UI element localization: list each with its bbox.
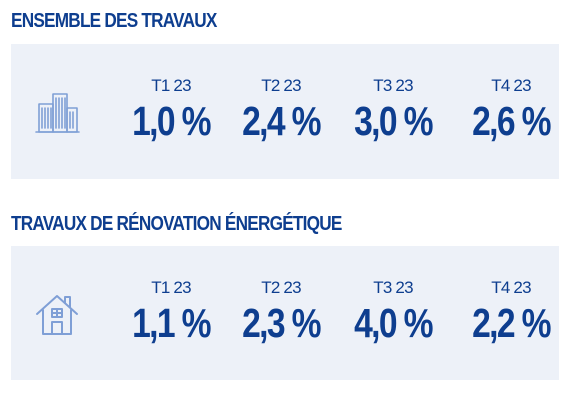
stat-label: T3 23 — [373, 278, 413, 297]
stat-label: T1 23 — [151, 278, 191, 297]
section-title-energy-renovation: TRAVAUX DE RÉNOVATION ÉNERGÉTIQUE — [11, 213, 342, 235]
stat-t2: T2 23 2,3 % — [221, 278, 341, 346]
stat-value: 2,6 % — [472, 98, 551, 144]
stat-label: T2 23 — [261, 76, 301, 95]
stat-label: T1 23 — [151, 76, 191, 95]
stat-value: 2,2 % — [472, 300, 551, 346]
stat-value: 3,0 % — [354, 98, 433, 144]
stat-value: 2,3 % — [242, 300, 321, 346]
stat-value: 1,1 % — [132, 300, 211, 346]
stat-value: 4,0 % — [354, 300, 433, 346]
stat-t1: T1 23 1,0 % — [111, 76, 231, 144]
stat-label: T3 23 — [373, 76, 413, 95]
buildings-icon — [35, 93, 80, 133]
stats-panel-all-works: T1 23 1,0 % T2 23 2,4 % T3 23 3,0 % T4 2… — [11, 44, 559, 179]
stat-t2: T2 23 2,4 % — [221, 76, 341, 144]
stat-value: 1,0 % — [132, 98, 211, 144]
stat-t3: T3 23 3,0 % — [333, 76, 453, 144]
stat-label: T4 23 — [491, 278, 531, 297]
house-icon — [36, 295, 78, 335]
stat-t3: T3 23 4,0 % — [333, 278, 453, 346]
stat-value: 2,4 % — [242, 98, 321, 144]
stat-label: T2 23 — [261, 278, 301, 297]
stat-t4: T4 23 2,2 % — [451, 278, 570, 346]
stat-t4: T4 23 2,6 % — [451, 76, 570, 144]
stat-label: T4 23 — [491, 76, 531, 95]
stats-panel-energy-renovation: T1 23 1,1 % T2 23 2,3 % T3 23 4,0 % T4 2… — [11, 246, 559, 380]
section-title-all-works: ENSEMBLE DES TRAVAUX — [11, 10, 217, 32]
stat-t1: T1 23 1,1 % — [111, 278, 231, 346]
